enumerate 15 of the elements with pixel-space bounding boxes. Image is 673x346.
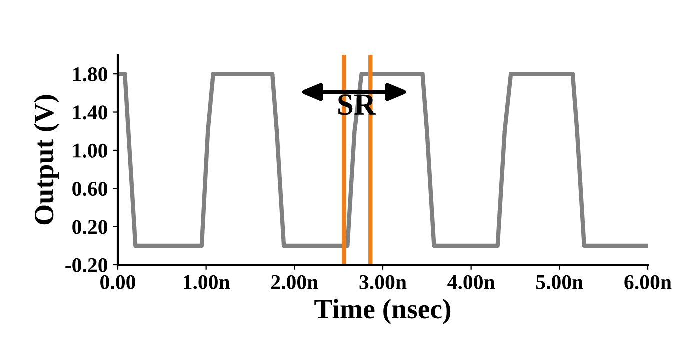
x-tick-label: 2.00n	[272, 275, 318, 290]
x-tick-label: 4.00n	[448, 275, 496, 290]
y-tick-label: 0.60	[72, 182, 108, 196]
x-axis-title: Time (nsec)	[314, 299, 451, 324]
y-axis-title: Output (V)	[34, 95, 60, 225]
y-tick-label: 1.80	[73, 67, 108, 82]
y-tick-label: 0.20	[72, 220, 108, 234]
x-tick-label: 1.00n	[184, 275, 230, 290]
x-tick-label: 6.00n	[624, 275, 672, 290]
x-tick-label: 0.00	[100, 275, 136, 290]
x-tick-label: 5.00n	[536, 275, 584, 290]
y-tick-label: 1.00	[73, 144, 108, 158]
x-tick-label: 3.00n	[360, 275, 407, 290]
y-tick-label: -0.20	[66, 258, 108, 273]
y-tick-label: 1.40	[73, 106, 108, 120]
